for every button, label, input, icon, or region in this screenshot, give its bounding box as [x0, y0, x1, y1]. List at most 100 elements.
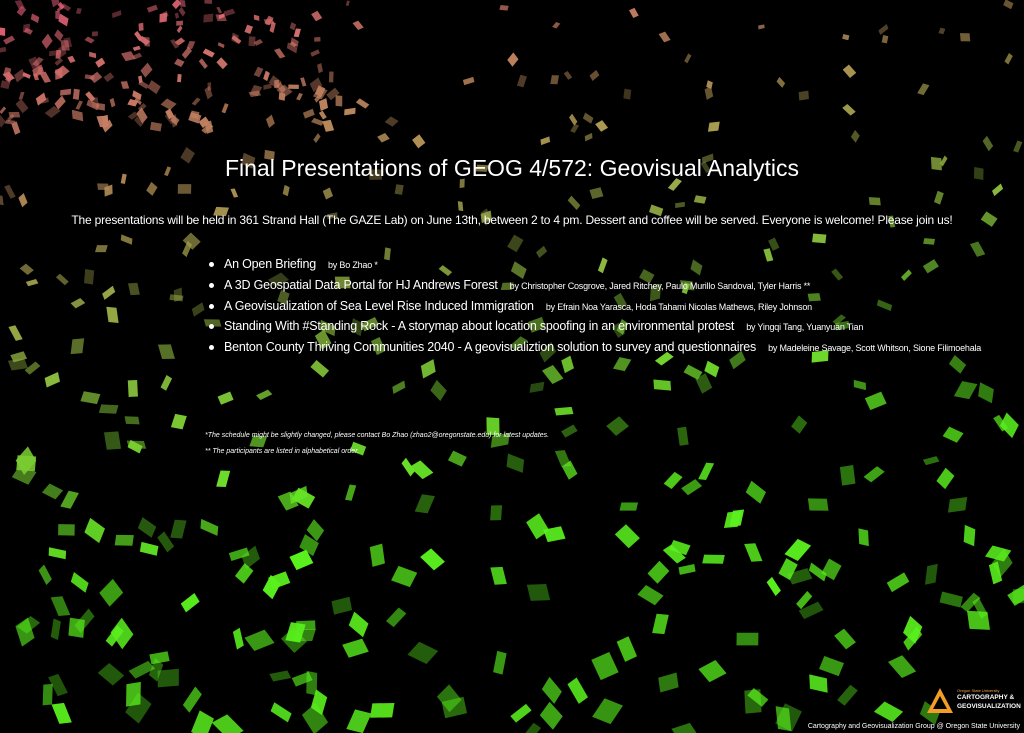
confetti — [51, 0, 60, 8]
confetti — [0, 106, 7, 115]
confetti — [526, 584, 551, 601]
confetti — [7, 358, 29, 371]
confetti — [414, 494, 435, 514]
confetti — [170, 39, 179, 49]
confetti — [589, 187, 604, 200]
confetti — [310, 117, 325, 126]
confetti — [39, 71, 52, 83]
confetti — [127, 111, 139, 120]
confetti — [91, 31, 99, 37]
confetti — [120, 234, 133, 245]
confetti — [613, 292, 627, 309]
confetti — [181, 46, 192, 59]
confetti — [510, 703, 532, 723]
confetti — [972, 597, 988, 619]
confetti — [441, 696, 468, 719]
confetti — [868, 197, 881, 206]
confetti — [536, 245, 548, 258]
logo-text: CARTOGRAPHY & — [957, 694, 1015, 701]
confetti — [853, 379, 866, 391]
confetti — [228, 547, 250, 561]
confetti — [170, 519, 187, 539]
confetti — [138, 22, 144, 32]
confetti — [334, 276, 351, 289]
confetti — [554, 406, 574, 416]
confetti — [978, 382, 994, 404]
confetti — [457, 201, 464, 212]
confetti — [54, 65, 70, 78]
confetti — [203, 319, 222, 327]
confetti — [922, 259, 939, 274]
confetti — [606, 416, 629, 436]
confetti — [121, 51, 136, 62]
confetti — [136, 107, 148, 124]
confetti — [256, 389, 273, 400]
confetti — [128, 660, 156, 679]
confetti — [263, 70, 270, 82]
confetti — [704, 360, 720, 378]
confetti — [140, 62, 153, 78]
confetti — [369, 543, 385, 567]
confetti — [14, 0, 26, 10]
confetti — [490, 505, 503, 521]
confetti — [179, 0, 186, 7]
confetti — [4, 119, 16, 125]
confetti — [628, 7, 639, 19]
confetti — [436, 684, 462, 713]
confetti — [681, 479, 703, 496]
confetti — [881, 35, 889, 44]
confetti — [863, 466, 885, 483]
confetti — [999, 412, 1019, 439]
confetti — [200, 518, 219, 536]
confetti — [554, 450, 572, 467]
confetti — [14, 68, 26, 83]
confetti — [138, 75, 143, 84]
confetti — [480, 208, 492, 226]
confetti — [32, 57, 44, 67]
confetti — [704, 86, 714, 100]
confetti — [147, 80, 161, 95]
presentation-authors: by Bo Zhao * — [328, 260, 378, 270]
confetti — [391, 565, 418, 588]
confetti — [345, 0, 350, 6]
confetti — [309, 77, 323, 93]
confetti — [567, 677, 588, 704]
confetti — [15, 98, 29, 114]
confetti — [103, 72, 115, 83]
confetti — [922, 456, 940, 466]
confetti — [438, 265, 453, 276]
confetti — [832, 314, 846, 326]
confetti — [0, 46, 7, 53]
note: ** The participants are listed in alphab… — [205, 448, 360, 455]
confetti — [157, 668, 179, 688]
confetti — [264, 149, 275, 161]
confetti — [8, 325, 23, 341]
confetti — [653, 379, 672, 391]
confetti — [744, 543, 763, 562]
confetti — [176, 25, 183, 34]
confetti — [807, 498, 829, 511]
confetti — [917, 83, 930, 96]
confetti — [314, 36, 321, 42]
confetti — [887, 655, 917, 678]
confetti — [948, 354, 967, 374]
confetti — [248, 90, 262, 98]
confetti — [132, 52, 143, 60]
confetti — [50, 618, 61, 640]
confetti — [796, 591, 813, 610]
confetti — [350, 318, 364, 337]
confetti — [0, 114, 6, 128]
confetti — [137, 517, 157, 538]
confetti — [407, 641, 439, 664]
confetti — [516, 74, 527, 88]
confetti — [84, 517, 106, 544]
confetti — [775, 703, 802, 732]
confetti — [747, 687, 769, 707]
presentation-item: A 3D Geospatial Data Portal for HJ Andre… — [208, 278, 981, 299]
confetti — [230, 188, 239, 198]
confetti — [15, 617, 35, 647]
confetti — [213, 206, 230, 217]
confetti — [99, 578, 124, 607]
confetti — [980, 211, 998, 227]
confetti — [301, 702, 329, 733]
